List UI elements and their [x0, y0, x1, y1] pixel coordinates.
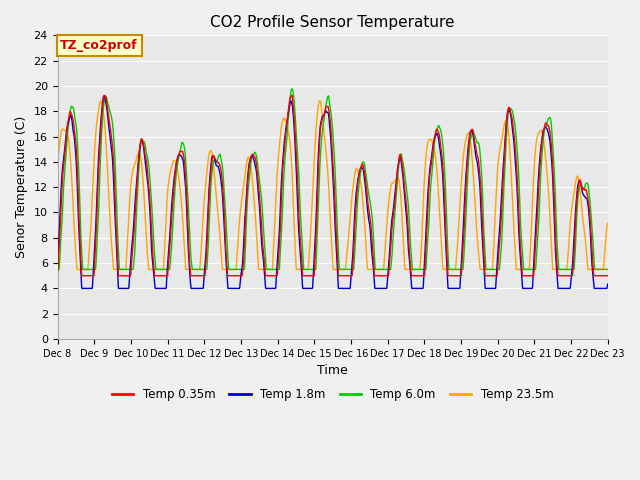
- Temp 6.0m: [604, 266, 612, 272]
- Temp 0.35m: [571, 229, 579, 235]
- Temp 23.5m: [349, 185, 356, 191]
- Temp 0.35m: [78, 273, 86, 278]
- Line: Temp 23.5m: Temp 23.5m: [58, 101, 608, 269]
- Temp 0.35m: [604, 273, 612, 278]
- Line: Temp 1.8m: Temp 1.8m: [58, 96, 608, 288]
- Temp 1.8m: [349, 250, 356, 256]
- Temp 0.35m: [493, 273, 500, 278]
- Temp 0.35m: [288, 92, 296, 98]
- Temp 6.0m: [556, 266, 563, 272]
- Temp 1.8m: [207, 157, 215, 163]
- Temp 1.8m: [604, 281, 612, 287]
- Temp 1.8m: [54, 256, 61, 262]
- Temp 1.8m: [78, 286, 86, 291]
- Line: Temp 6.0m: Temp 6.0m: [58, 89, 608, 269]
- Temp 0.35m: [54, 269, 61, 275]
- Temp 1.8m: [100, 93, 108, 99]
- Temp 1.8m: [361, 179, 369, 184]
- Temp 6.0m: [361, 162, 369, 168]
- Temp 0.35m: [361, 172, 369, 178]
- Temp 6.0m: [54, 266, 61, 272]
- Temp 23.5m: [571, 184, 579, 190]
- Temp 6.0m: [571, 259, 579, 264]
- Temp 6.0m: [349, 266, 356, 272]
- Temp 23.5m: [207, 148, 215, 154]
- Temp 23.5m: [604, 221, 612, 227]
- Temp 6.0m: [493, 266, 500, 272]
- Temp 6.0m: [207, 182, 215, 188]
- Temp 23.5m: [556, 266, 563, 272]
- Text: TZ_co2prof: TZ_co2prof: [60, 39, 138, 52]
- Temp 23.5m: [493, 178, 500, 183]
- Temp 1.8m: [493, 264, 500, 270]
- Temp 23.5m: [361, 225, 369, 230]
- X-axis label: Time: Time: [317, 364, 348, 377]
- Temp 23.5m: [73, 266, 81, 272]
- Temp 1.8m: [571, 218, 579, 224]
- Title: CO2 Profile Sensor Temperature: CO2 Profile Sensor Temperature: [211, 15, 455, 30]
- Temp 23.5m: [316, 98, 324, 104]
- Temp 0.35m: [556, 273, 563, 278]
- Temp 0.35m: [349, 262, 356, 267]
- Temp 6.0m: [288, 86, 296, 92]
- Temp 23.5m: [54, 158, 61, 164]
- Temp 1.8m: [556, 286, 563, 291]
- Line: Temp 0.35m: Temp 0.35m: [58, 95, 608, 276]
- Temp 0.35m: [207, 166, 215, 171]
- Y-axis label: Senor Temperature (C): Senor Temperature (C): [15, 116, 28, 258]
- Legend: Temp 0.35m, Temp 1.8m, Temp 6.0m, Temp 23.5m: Temp 0.35m, Temp 1.8m, Temp 6.0m, Temp 2…: [108, 384, 558, 406]
